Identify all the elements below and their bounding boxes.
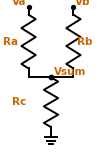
Text: Vb: Vb [74, 0, 90, 7]
Text: Va: Va [12, 0, 27, 7]
Text: Rc: Rc [12, 97, 27, 107]
Text: Rb: Rb [76, 37, 92, 47]
Text: Ra: Ra [3, 37, 18, 47]
Text: Vsum: Vsum [54, 67, 86, 77]
